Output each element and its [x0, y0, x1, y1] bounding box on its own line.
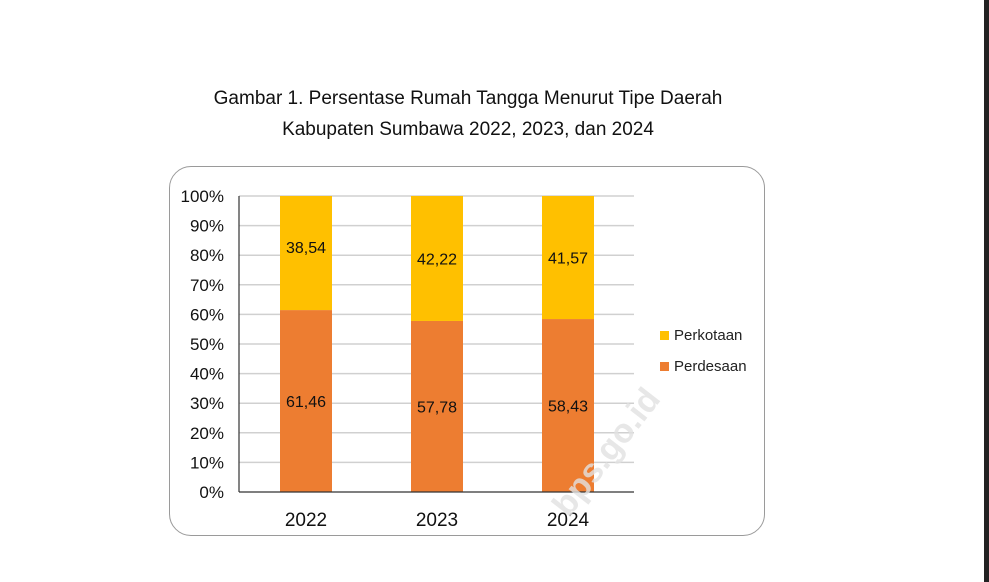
y-tick-label: 60% — [190, 305, 224, 324]
legend-swatch-perdesaan — [660, 362, 669, 371]
bar-perdesaan — [542, 319, 594, 492]
chart-frame — [169, 166, 765, 536]
data-label: 38,54 — [286, 240, 326, 257]
chart-title: Gambar 1. Persentase Rumah Tangga Menuru… — [213, 88, 723, 109]
y-tick-label: 80% — [190, 246, 224, 265]
y-tick-label: 50% — [190, 335, 224, 354]
bar-perkotaan — [411, 196, 463, 321]
y-tick-label: 10% — [190, 453, 224, 472]
chart-subtitle: Kabupaten Sumbawa 2022, 2023, dan 2024 — [282, 119, 654, 140]
data-label: 42,22 — [417, 251, 457, 268]
data-label: 57,78 — [417, 399, 457, 416]
data-label: 41,57 — [548, 251, 588, 268]
y-tick-label: 30% — [190, 394, 224, 413]
data-label: 58,43 — [548, 399, 588, 416]
legend-label: Perdesaan — [674, 358, 747, 375]
x-tick-label: 2024 — [547, 510, 590, 531]
y-tick-label: 90% — [190, 217, 224, 236]
x-tick-label: 2023 — [416, 510, 458, 531]
y-tick-label: 20% — [190, 424, 224, 443]
y-tick-label: 40% — [190, 365, 224, 384]
bar-perdesaan — [280, 310, 332, 492]
legend-label: Perkotaan — [674, 327, 742, 344]
x-tick-label: 2022 — [285, 510, 327, 531]
window-edge — [984, 0, 989, 582]
bar-perdesaan — [411, 320, 463, 492]
data-label: 61,46 — [286, 394, 326, 411]
bar-perkotaan — [542, 196, 594, 320]
y-tick-label: 100% — [181, 187, 224, 206]
bar-perkotaan — [280, 196, 332, 311]
y-tick-label: 0% — [199, 483, 224, 502]
y-tick-label: 70% — [190, 276, 224, 295]
legend-swatch-perkotaan — [660, 331, 669, 340]
